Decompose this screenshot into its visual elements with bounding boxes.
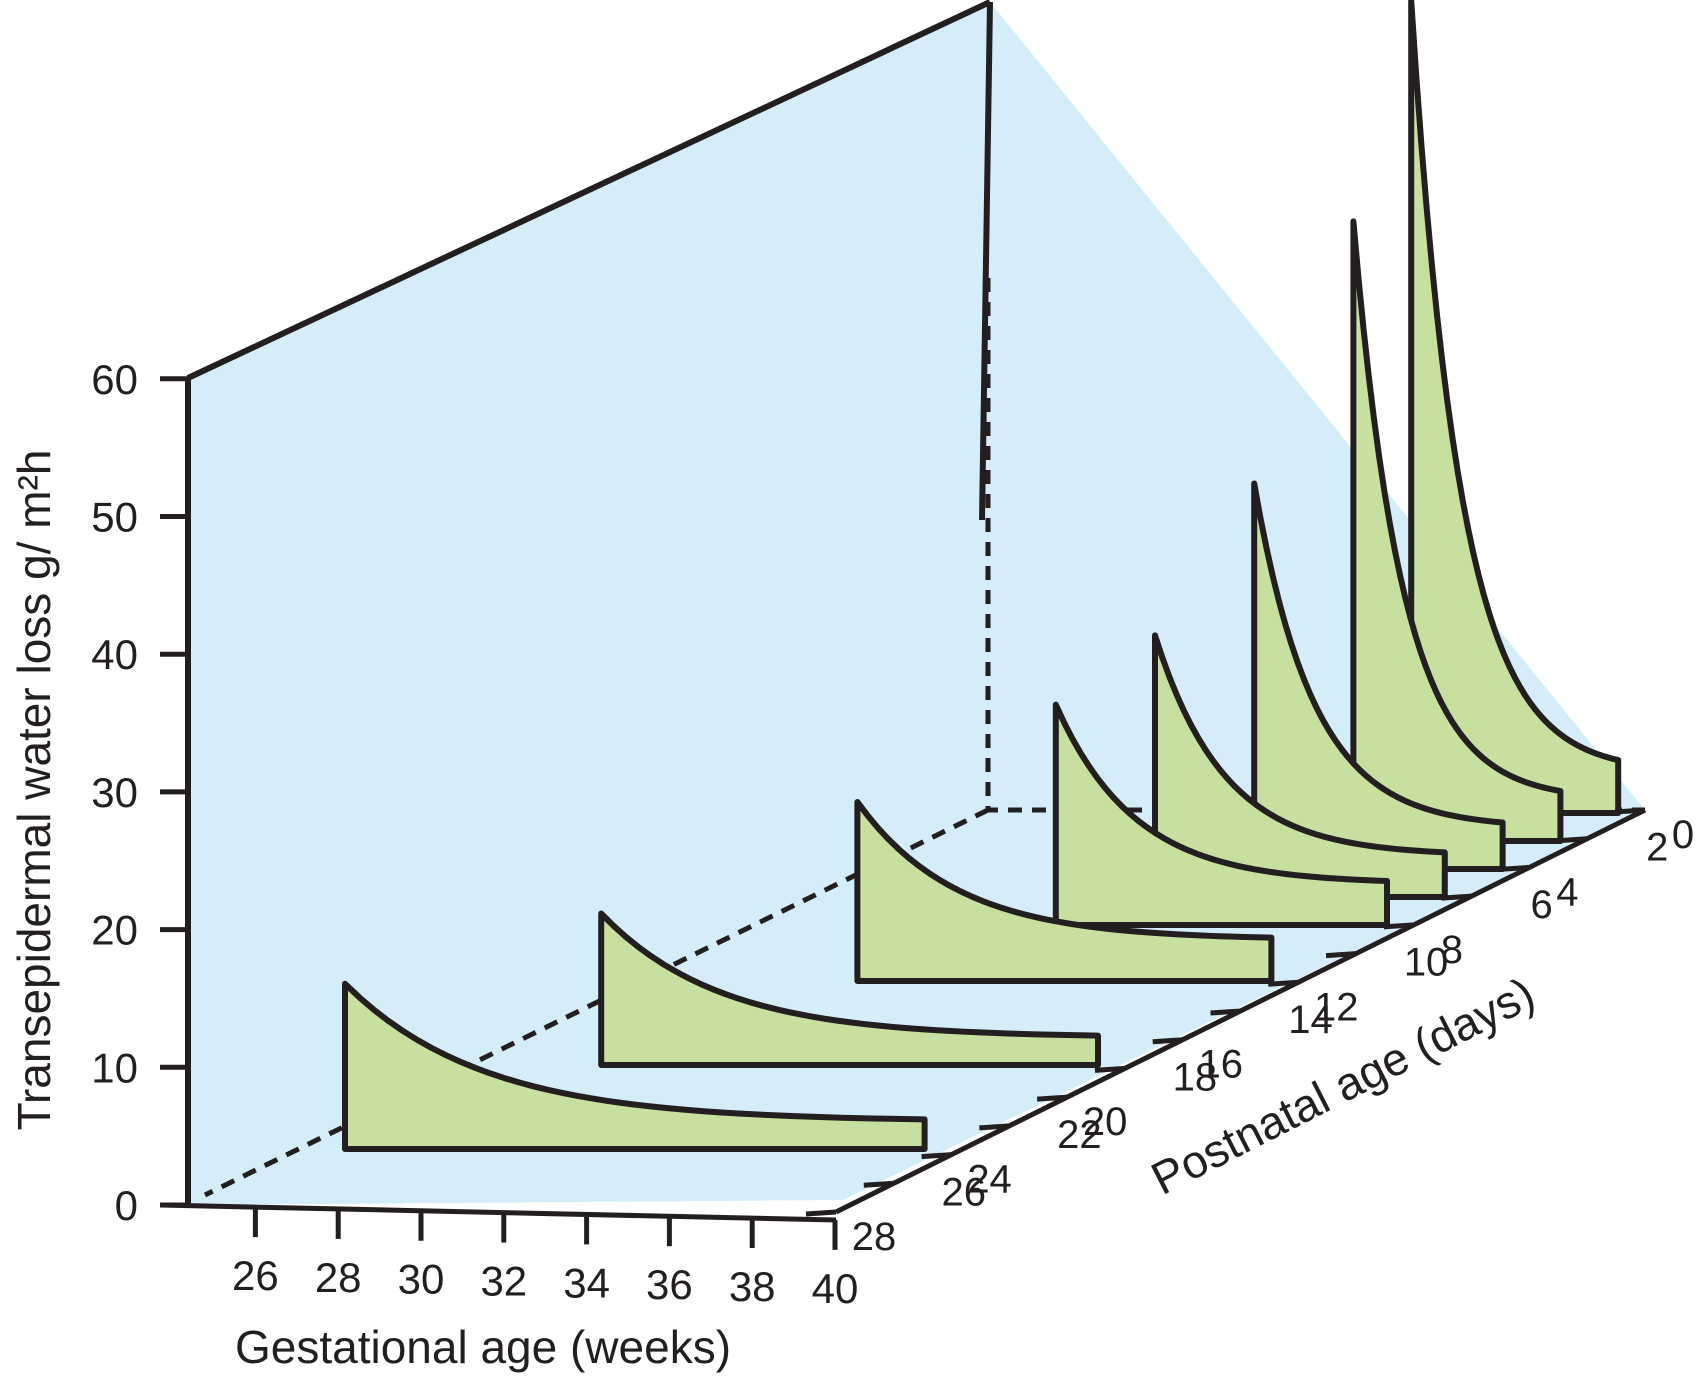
y-tick-label: 10 — [91, 1044, 138, 1091]
z-tick-label: 16 — [1198, 1043, 1243, 1087]
z-tick-mark — [1152, 1037, 1183, 1045]
y-ticks-group: 0 10 20 30 40 50 60 — [91, 356, 188, 1229]
z-tick-label: 4 — [1556, 870, 1578, 914]
surface-1 — [1408, 0, 1622, 816]
z-tick-mark — [863, 1180, 894, 1188]
z-tick-mark — [1325, 951, 1357, 959]
wall-top-edge — [186, 0, 992, 381]
z-tick-mark — [805, 1209, 837, 1217]
x-tick-label: 28 — [315, 1254, 362, 1301]
z-tick-mark — [1383, 922, 1415, 930]
z-tick-mark — [1210, 1008, 1241, 1016]
z-tick-label: 26 — [942, 1170, 987, 1214]
y-tick-label: 0 — [115, 1182, 138, 1229]
z-tick-label: 6 — [1531, 883, 1553, 927]
z-tick-mark — [1499, 864, 1530, 872]
z-tick-label: 22 — [1057, 1113, 1102, 1157]
y-tick-label: 40 — [91, 631, 138, 678]
z-tick-mark — [1441, 893, 1472, 901]
z-tick-label: 10 — [1404, 941, 1449, 985]
surface-3 — [1251, 480, 1506, 872]
z-tick-mark — [1036, 1094, 1068, 1102]
x-tick-label: 30 — [398, 1256, 445, 1303]
z-tick-label: 2 — [1646, 826, 1668, 870]
y-tick-label: 20 — [91, 907, 138, 954]
z-tick-mark — [1094, 1065, 1126, 1073]
x-tick-label: 40 — [812, 1265, 859, 1312]
x-tick-label: 36 — [646, 1261, 693, 1308]
z-tick-label: 12 — [1314, 985, 1359, 1029]
surface-6 — [854, 798, 1275, 984]
z-tick-label: 18 — [1173, 1055, 1218, 1099]
y-tick-label: 60 — [91, 356, 138, 403]
y-tick-label: 50 — [91, 494, 138, 541]
x-axis-line — [159, 1202, 837, 1223]
surface-8 — [342, 980, 928, 1152]
wall-corner-edge — [979, 1, 993, 521]
z-tick-mark — [1557, 836, 1588, 844]
surface-2 — [1350, 218, 1564, 844]
surface-5 — [1052, 701, 1390, 928]
z-tick-label: 28 — [852, 1215, 897, 1259]
z-tick-mark — [1614, 807, 1646, 815]
x-tick-label: 26 — [232, 1252, 279, 1299]
z-tick-label: 0 — [1672, 813, 1694, 857]
z-tick-mark — [1268, 979, 1299, 987]
z-tick-label: 20 — [1083, 1100, 1128, 1144]
surface-4 — [1152, 632, 1448, 900]
x-tick-label: 32 — [480, 1258, 527, 1305]
x-tick-label: 38 — [729, 1263, 776, 1310]
surface-7 — [598, 910, 1101, 1068]
y-tick-label: 30 — [91, 769, 138, 816]
z-tick-label: 8 — [1441, 928, 1463, 972]
z-tick-label: 24 — [967, 1158, 1012, 1202]
x-tick-label: 34 — [563, 1259, 610, 1306]
x-ticks-group: 26 28 30 32 34 36 38 40 — [232, 1207, 858, 1312]
z-tick-label: 14 — [1288, 998, 1333, 1042]
z-tick-mark — [921, 1152, 952, 1160]
z-tick-mark — [979, 1123, 1010, 1131]
y-axis-title: Transepidermal water loss g/ m²h — [8, 450, 60, 1131]
surfaces-group — [342, 0, 1622, 1152]
x-axis-title: Gestational age (weeks) — [235, 1321, 731, 1373]
